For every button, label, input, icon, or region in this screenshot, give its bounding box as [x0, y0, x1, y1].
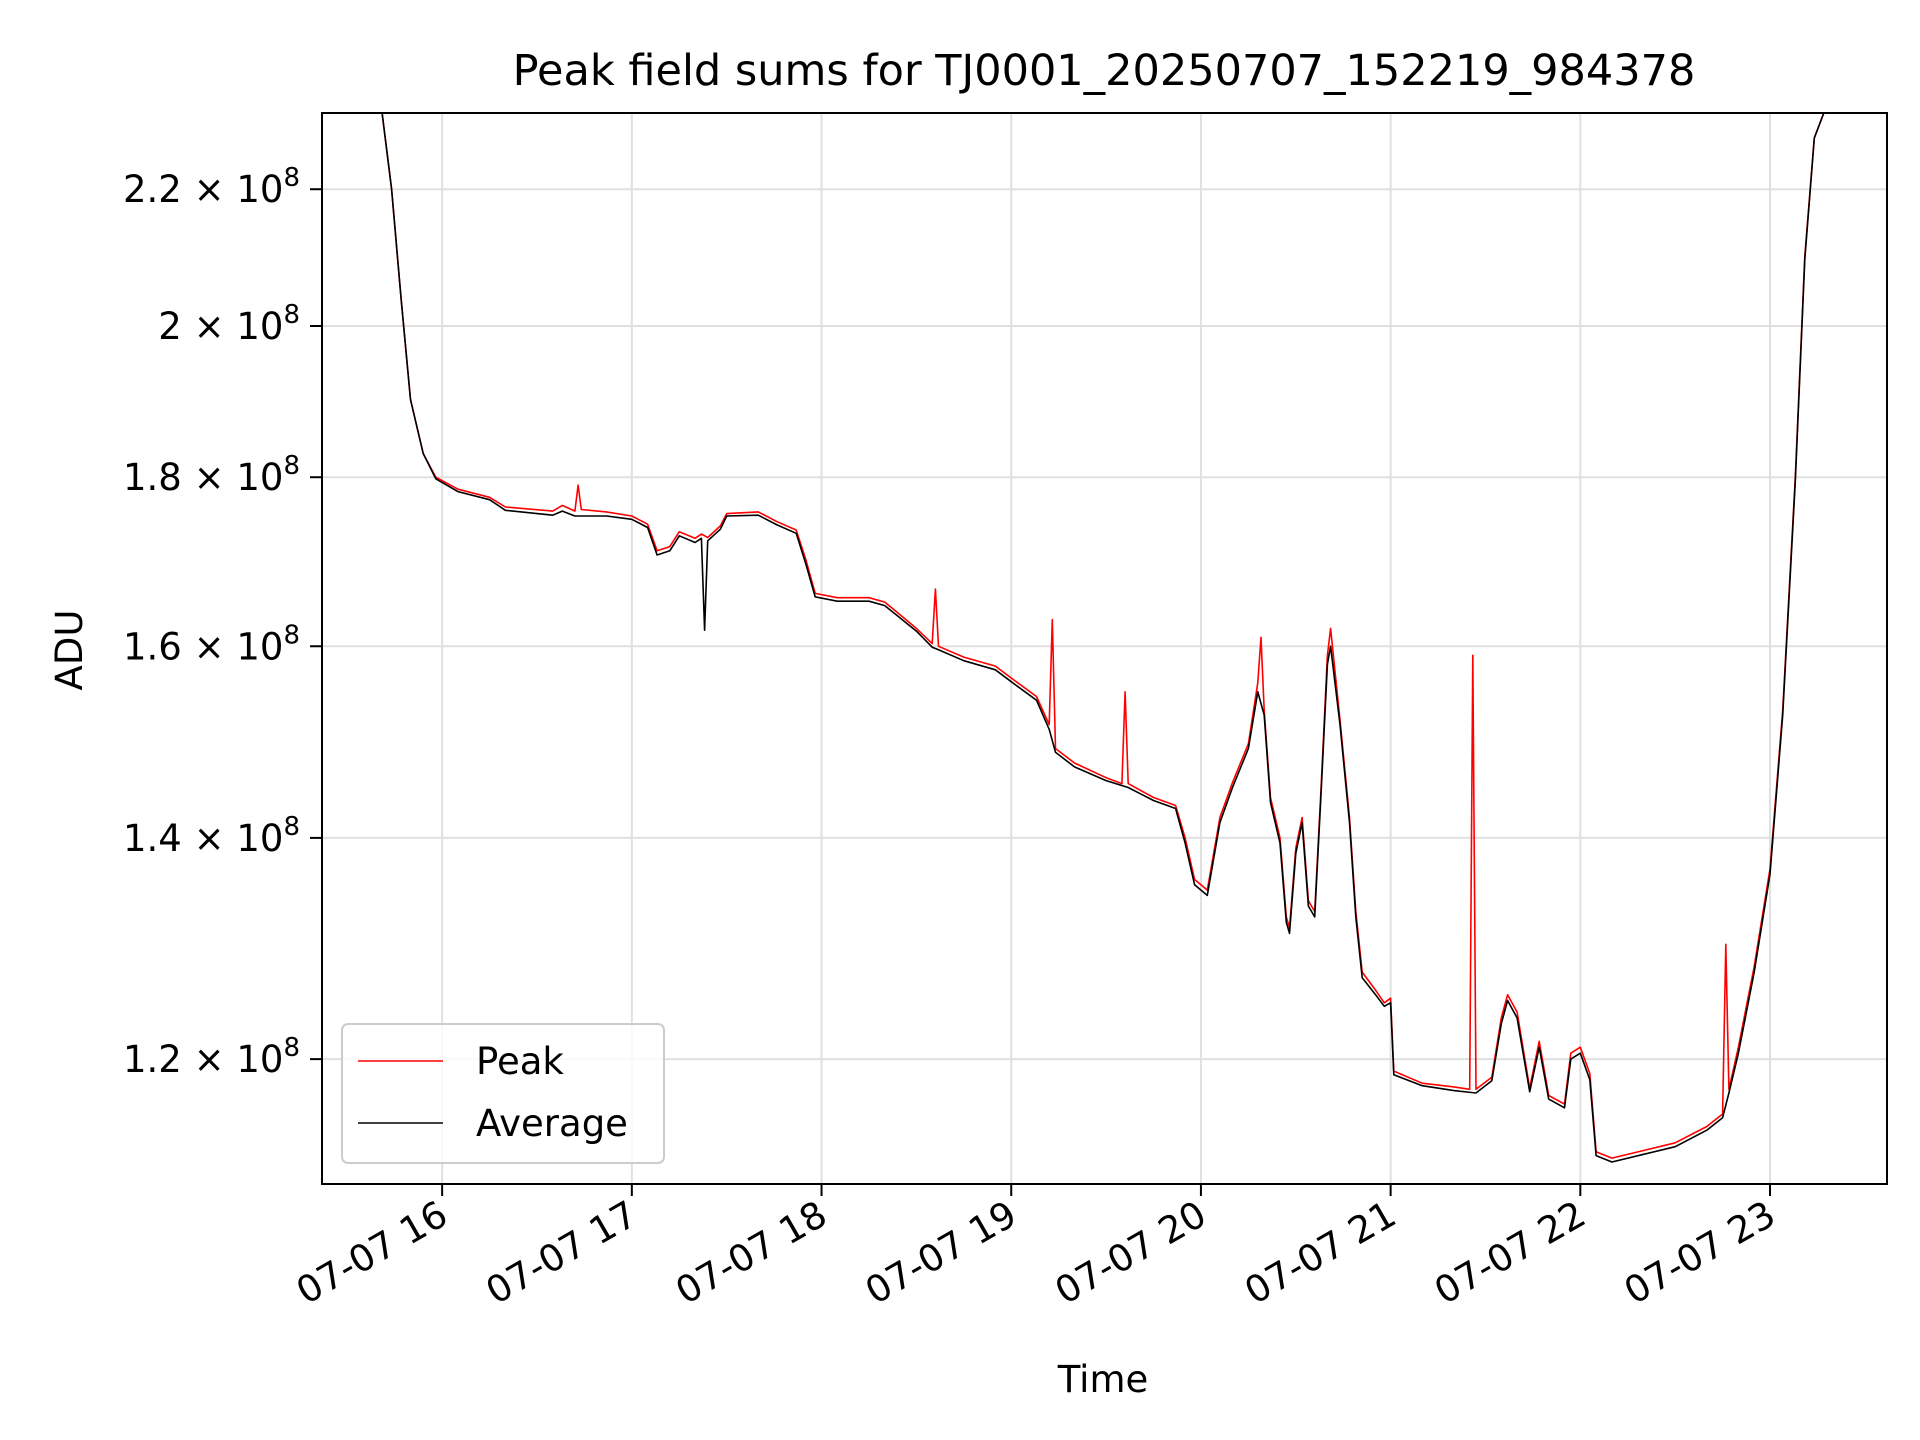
series-line-average	[381, 113, 1825, 1163]
y-tick-label: 2 × 108	[158, 300, 300, 348]
plot-data	[381, 113, 1825, 1163]
plot-frame	[321, 112, 1888, 1185]
y-axis-ticks: 1.2 × 108 1.4 × 108 1.6 × 108 1.8 × 108 2 × …	[123, 163, 322, 1081]
legend-box	[341, 1023, 665, 1164]
y-tick-label: 2.2 × 108	[123, 163, 300, 211]
x-axis-label: Time	[1057, 1358, 1149, 1401]
y-tick-label: 1.6 × 108	[123, 620, 300, 668]
y-axis-label: ADU	[48, 610, 91, 691]
legend: Peak Average	[341, 1023, 665, 1164]
y-tick-label: 1.4 × 108	[123, 812, 300, 860]
legend-label-average: Average	[476, 1102, 628, 1145]
legend-label-peak: Peak	[476, 1040, 564, 1083]
y-tick-label: 1.2 × 108	[123, 1033, 300, 1081]
y-tick-label: 1.8 × 108	[123, 451, 300, 499]
chart-title: Peak field sums for TJ0001_20250707_1522…	[513, 46, 1696, 96]
